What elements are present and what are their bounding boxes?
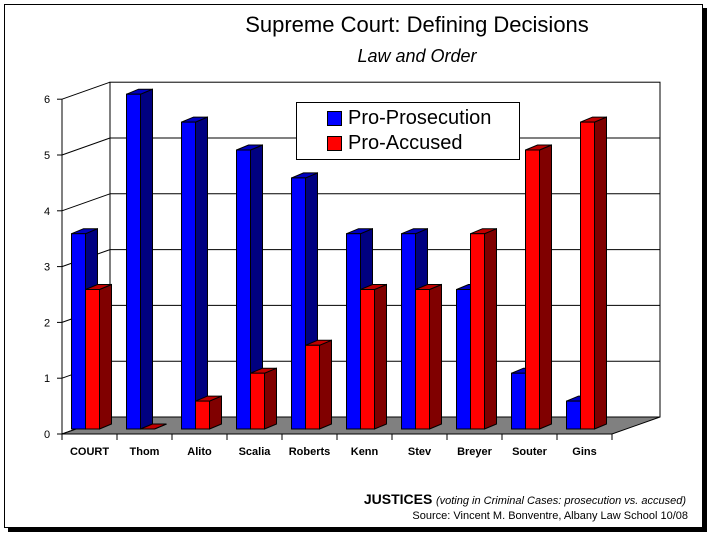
legend-label: Pro-Prosecution [348,107,492,129]
axis-title-main: JUSTICES [363,491,433,507]
y-tick-label: 0 [44,429,50,441]
x-tick-label: Souter [512,446,548,458]
x-tick-label: Scalia [239,446,272,458]
side-gridline [61,81,111,100]
x-tick-label: Roberts [289,446,331,458]
legend-item-pro-prosecution: Pro-Prosecution [327,107,491,130]
bar-pro-prosecution-alito [181,116,208,430]
bar-pro-accused-kenn [360,283,387,430]
x-tick-label: Alito [187,446,212,458]
bar-pro-accused-breyer [470,227,497,430]
y-tick-label: 4 [44,206,50,218]
legend-item-pro-accused: Pro-Accused [327,132,463,155]
bar-pro-accused-thom [140,423,167,430]
bar-pro-accused-roberts [305,339,332,430]
x-tick-label: Stev [408,446,432,458]
source-note: Source: Vincent M. Bonventre, Albany Law… [412,510,688,522]
y-tick-label: 3 [44,262,50,274]
y-tick-label: 1 [44,373,50,385]
x-tick-label: Gins [572,446,596,458]
bar-pro-accused-scalia [250,367,277,430]
bar-pro-accused-court [85,283,112,430]
bar-pro-prosecution-scalia [236,144,263,430]
side-gridline [61,193,111,212]
legend-label: Pro-Accused [348,132,463,154]
x-axis-title: JUSTICES (voting in Criminal Cases: pros… [364,491,686,507]
bar-pro-accused-gins [580,116,607,430]
x-tick-label: Kenn [351,446,379,458]
chart-subtitle: Law and Order [357,46,477,66]
chart-title: Supreme Court: Defining Decisions [245,12,589,37]
y-tick-label: 6 [44,94,50,106]
legend: Pro-Prosecution Pro-Accused [296,102,520,160]
bar-pro-accused-stev [415,283,442,430]
x-tick-label: COURT [70,446,109,458]
y-tick-label: 2 [44,317,50,329]
bar-pro-accused-alito [195,395,222,430]
axis-title-note: (voting in Criminal Cases: prosecution v… [435,495,686,507]
side-gridline [61,137,111,156]
x-tick-label: Breyer [457,446,493,458]
y-tick-label: 5 [44,150,50,162]
legend-swatch-blue [327,111,342,126]
legend-swatch-red [327,136,342,151]
x-tick-label: Thom [130,446,160,458]
bar-pro-accused-souter [525,144,552,430]
bar-pro-prosecution-thom [126,88,153,430]
